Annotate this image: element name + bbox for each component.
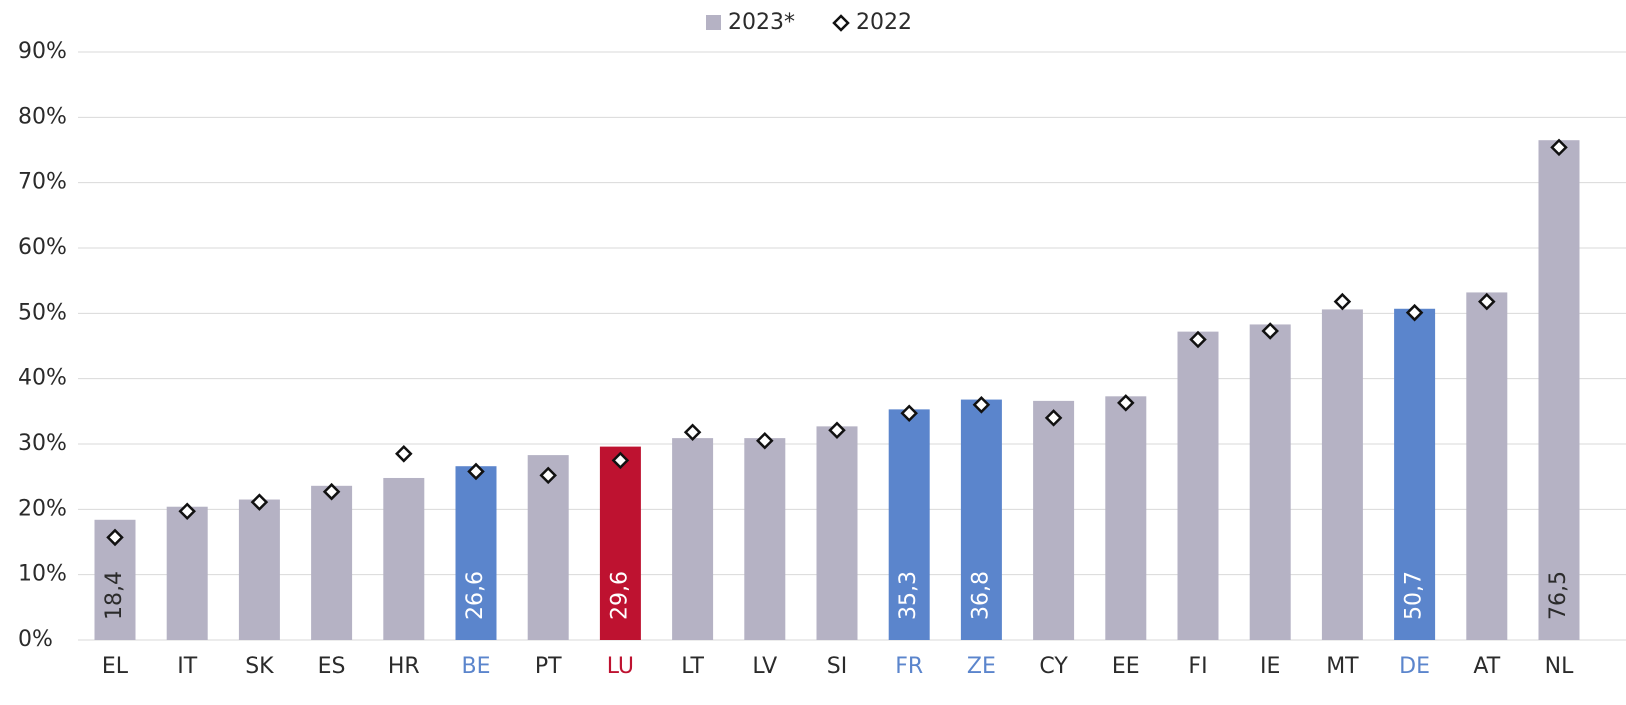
marker — [1478, 292, 1496, 311]
bar — [1177, 331, 1219, 640]
x-tick-label: IE — [1260, 654, 1280, 679]
marker — [1550, 138, 1568, 157]
y-tick-label: 60% — [18, 235, 67, 260]
value-label: 29,6 — [607, 571, 632, 620]
marker — [611, 451, 630, 470]
bar — [1394, 308, 1436, 640]
marker — [900, 404, 918, 423]
x-tick-label: IT — [177, 654, 197, 679]
y-tick-label: 90% — [18, 39, 67, 64]
bar — [311, 485, 353, 640]
marker — [1189, 330, 1207, 349]
bar — [166, 506, 208, 640]
x-tick-label: ES — [318, 654, 346, 679]
x-tick-label: AT — [1473, 654, 1500, 679]
bar — [960, 399, 1002, 640]
marker — [1261, 322, 1279, 340]
bar — [1033, 400, 1075, 640]
bar — [1321, 309, 1363, 640]
bar — [1105, 396, 1147, 640]
y-tick-label: 30% — [18, 431, 67, 456]
marker — [828, 421, 846, 440]
bar — [816, 426, 858, 640]
bar — [527, 455, 569, 640]
x-tick-label: DE — [1399, 654, 1430, 679]
x-tick-label: LV — [752, 654, 777, 679]
marker — [1333, 292, 1352, 311]
x-tick-label: SK — [245, 654, 274, 679]
bar — [238, 499, 280, 640]
marker — [250, 493, 269, 511]
value-label: 26,6 — [463, 571, 488, 620]
x-tick-label: FI — [1188, 654, 1207, 679]
marker — [178, 502, 196, 521]
marker — [683, 423, 702, 442]
value-label: 36,8 — [968, 571, 993, 620]
legend-swatch — [706, 15, 721, 30]
legend-label: 2023* — [728, 10, 795, 35]
bar — [1538, 140, 1580, 640]
x-tick-label: CY — [1039, 654, 1068, 679]
bar — [672, 438, 714, 640]
y-tick-label: 50% — [18, 300, 67, 325]
marker — [972, 396, 991, 414]
x-tick-label: EL — [102, 654, 129, 679]
x-tick-label: HR — [388, 654, 420, 679]
y-tick-label: 70% — [18, 170, 67, 195]
bar — [888, 409, 930, 640]
marker — [1405, 303, 1424, 322]
bar — [744, 438, 786, 640]
bar — [455, 466, 497, 640]
x-tick-label: BE — [462, 654, 491, 679]
legend-label: 2022 — [856, 10, 912, 35]
y-tick-label: 20% — [18, 496, 67, 521]
bar — [383, 477, 425, 640]
y-tick-label: 40% — [18, 366, 67, 391]
x-tick-label: LU — [607, 654, 634, 679]
bar — [599, 446, 641, 640]
bar — [1249, 324, 1291, 640]
marker — [832, 14, 850, 32]
bar — [1466, 292, 1508, 640]
x-tick-label: LT — [681, 654, 704, 679]
marker — [322, 482, 341, 501]
marker — [756, 431, 774, 450]
x-tick-label: MT — [1326, 654, 1359, 679]
marker — [1044, 409, 1063, 427]
x-tick-label: NL — [1545, 654, 1574, 679]
marker — [106, 528, 124, 547]
y-tick-label: 80% — [18, 104, 67, 129]
value-label: 18,4 — [102, 571, 127, 620]
marker — [395, 445, 413, 463]
y-tick-label: 10% — [18, 562, 67, 587]
value-label: 50,7 — [1402, 571, 1427, 620]
x-tick-label: PT — [535, 654, 562, 679]
x-tick-label: SI — [827, 654, 847, 679]
marker — [467, 462, 485, 481]
x-tick-label: EE — [1112, 654, 1140, 679]
x-tick-label: FR — [895, 654, 923, 679]
x-tick-label: ZE — [967, 654, 996, 679]
y-tick-label: 0% — [18, 627, 53, 652]
value-label: 35,3 — [896, 571, 921, 620]
value-label: 76,5 — [1546, 571, 1571, 620]
marker — [539, 466, 557, 485]
marker — [1117, 394, 1135, 412]
